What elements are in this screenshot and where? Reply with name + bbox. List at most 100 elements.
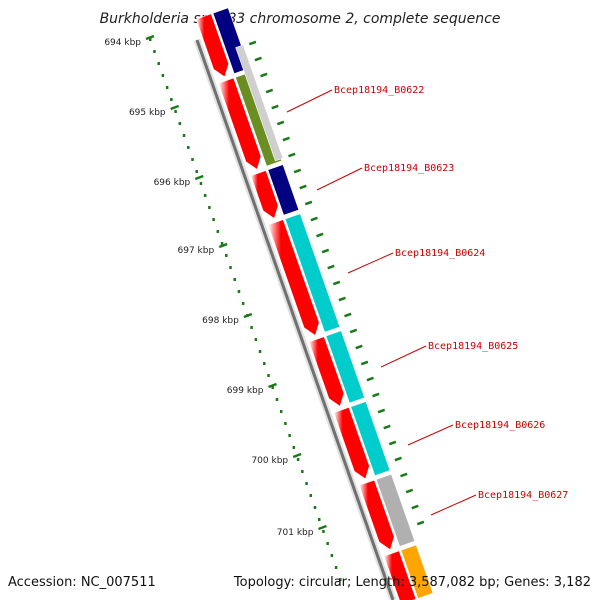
map-title: Burkholderia sp. 383 chromosome 2, compl…: [100, 11, 501, 27]
sequence-summary: Topology: circular; Length: 3,587,082 bp…: [233, 575, 591, 590]
gene-callout-line: [316, 167, 363, 191]
feature-segment: [350, 401, 391, 477]
outer-tick: [344, 312, 352, 318]
track-dot: [284, 422, 287, 425]
ruler-tick-label: 700 kbp: [251, 456, 288, 466]
ruler-tick: [318, 524, 327, 531]
outer-tick: [338, 296, 346, 302]
gene-labels: Bcep18194_B0622 Bcep18194_B0623 Bcep18194_…: [286, 85, 568, 516]
track-dot: [229, 266, 232, 269]
track-dot: [288, 434, 291, 437]
ruler-tick: [268, 382, 277, 389]
track-dot: [157, 62, 160, 65]
outer-tick: [293, 168, 302, 174]
track-dot: [174, 110, 177, 113]
outer-tick: [254, 56, 262, 62]
feature-segment: [375, 473, 416, 547]
feature-segment: [325, 330, 365, 404]
gene-label[interactable]: Bcep18194_B0626: [455, 420, 545, 431]
outer-tick: [400, 472, 408, 478]
ruler-tick-label: 694 kbp: [104, 38, 141, 48]
accession-label: Accession: NC_007511: [8, 575, 156, 590]
cds-feature: [195, 13, 230, 78]
gene-label[interactable]: Bcep18194_B0623: [364, 163, 454, 174]
ruler-tick-label: 695 kbp: [129, 108, 166, 118]
outer-tick: [321, 248, 330, 254]
track-dot: [225, 254, 228, 257]
ruler-tick: [170, 104, 180, 111]
cds-feature: [250, 170, 279, 219]
cds-feature: [267, 219, 320, 336]
track-dot: [165, 86, 169, 89]
track-dot: [191, 158, 194, 161]
feature-segment: [400, 544, 434, 599]
track-dot: [250, 326, 253, 329]
track-dot: [322, 530, 325, 533]
ruler-tick-label: 699 kbp: [227, 386, 264, 396]
track-dot: [301, 470, 304, 473]
track-dot: [195, 170, 198, 173]
track-dot: [330, 554, 334, 557]
outer-tick: [299, 184, 307, 190]
outer-tick: [248, 40, 257, 46]
gene-callout-line: [430, 494, 477, 516]
gene-label[interactable]: Bcep18194_B0624: [395, 248, 485, 259]
cds-feature: [333, 407, 370, 480]
gene-label[interactable]: Bcep18194_B0627: [478, 490, 568, 501]
gene-label[interactable]: Bcep18194_B0622: [334, 85, 424, 96]
feature-segment: [284, 213, 341, 333]
track-dot: [153, 50, 156, 53]
outer-tick: [276, 120, 285, 126]
track-dot: [161, 74, 165, 77]
track-dot: [254, 338, 258, 341]
ruler-tick: [243, 312, 253, 319]
track-dot: [187, 146, 190, 149]
ruler-tick: [292, 452, 302, 459]
track-dot: [326, 542, 329, 545]
outer-tick: [316, 232, 324, 238]
track-dot: [208, 206, 211, 209]
track-dot: [305, 482, 308, 485]
outer-tick: [372, 392, 380, 398]
track-dot: [241, 302, 245, 305]
outer-tick: [310, 216, 318, 222]
ruler: 694 kbp 695 kbp 696 kbp 697 kbp 698 kbp 699 k…: [104, 34, 327, 538]
outer-tick: [355, 344, 363, 350]
track-dot: [263, 362, 266, 365]
gene-label[interactable]: Bcep18194_B0625: [428, 341, 518, 352]
track-dot: [149, 38, 152, 41]
feature-tracks: [195, 7, 434, 600]
track-dot: [317, 518, 321, 521]
track-dot: [334, 566, 338, 569]
cds-feature: [218, 77, 262, 170]
backbone: [193, 38, 397, 600]
outer-tick: [366, 376, 374, 382]
outer-tick: [416, 520, 425, 526]
cds-feature: [308, 336, 345, 407]
ruler-tick-label: 696 kbp: [154, 178, 191, 188]
outer-tick: [304, 200, 313, 206]
track-dot: [199, 182, 203, 185]
ruler-tick: [218, 242, 228, 249]
cds-feature: [383, 550, 417, 600]
track-dot: [313, 506, 317, 509]
outer-tick: [265, 88, 274, 94]
ruler-tick: [194, 174, 204, 181]
ruler-tick-label: 697 kbp: [178, 246, 215, 256]
track-dot: [182, 134, 186, 137]
track-dot: [275, 398, 279, 401]
outer-feature: [235, 44, 284, 162]
ruler-tick-label: 698 kbp: [202, 316, 239, 326]
track-dot: [279, 410, 283, 413]
track-dot: [271, 386, 274, 389]
outer-tick: [288, 152, 296, 158]
gene-callout-line: [380, 345, 427, 368]
outer-tick: [383, 424, 391, 430]
feature-segment: [267, 164, 300, 216]
outer-tick: [411, 504, 419, 510]
outer-tick: [271, 104, 279, 110]
track-dot: [220, 242, 224, 245]
outer-tick: [394, 456, 402, 462]
